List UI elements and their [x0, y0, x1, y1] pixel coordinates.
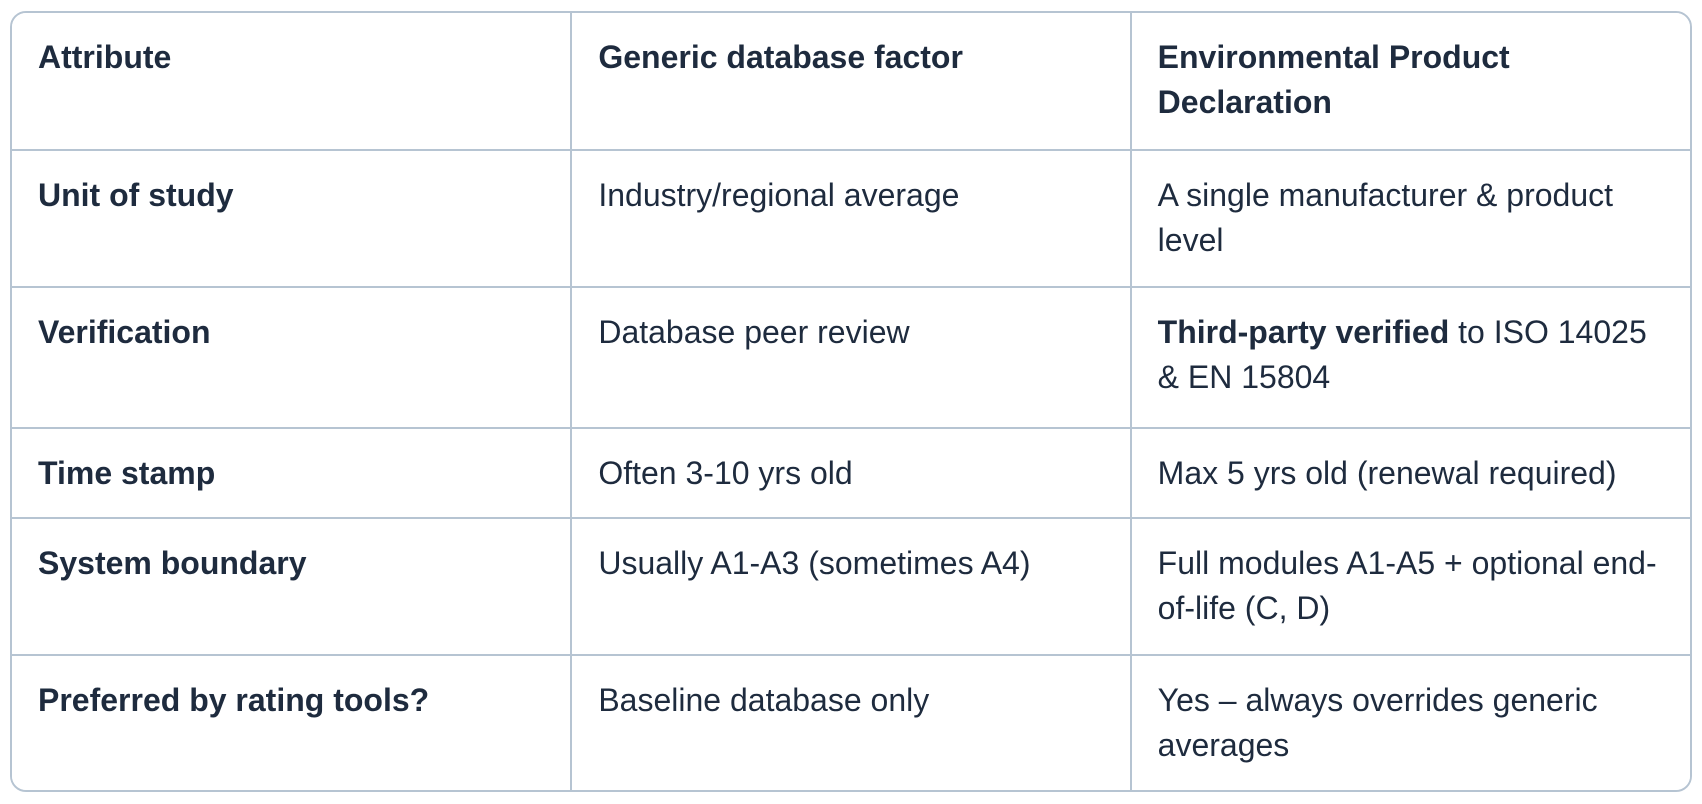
comparison-table: Attribute Generic database factor Enviro… [12, 13, 1690, 790]
column-header-generic-database-factor: Generic database factor [570, 13, 1132, 151]
cell-system-boundary-attribute: System boundary [12, 517, 573, 656]
cell-unit-of-study-generic: Industry/regional average [570, 149, 1132, 288]
cell-unit-of-study-attribute: Unit of study [12, 149, 573, 288]
cell-system-boundary-epd: Full modules A1-A5 + optional end-of-lif… [1129, 517, 1690, 656]
cell-preferred-attribute: Preferred by rating tools? [12, 654, 573, 790]
table-row-time-stamp: Time stamp Often 3-10 yrs old Max 5 yrs … [12, 427, 1690, 519]
table-row-unit-of-study: Unit of study Industry/regional average … [12, 149, 1690, 288]
cell-verification-generic: Database peer review [570, 286, 1132, 429]
cell-system-boundary-generic: Usually A1-A3 (sometimes A4) [570, 517, 1132, 656]
cell-unit-of-study-epd: A single manufacturer & product level [1129, 149, 1690, 288]
cell-preferred-epd: Yes – always overrides generic averages [1129, 654, 1690, 790]
column-header-attribute: Attribute [12, 13, 573, 151]
table-row-system-boundary: System boundary Usually A1-A3 (sometimes… [12, 517, 1690, 656]
cell-time-stamp-attribute: Time stamp [12, 427, 573, 519]
table-row-verification: Verification Database peer review Third-… [12, 286, 1690, 429]
cell-time-stamp-epd: Max 5 yrs old (renewal required) [1129, 427, 1690, 519]
cell-time-stamp-generic: Often 3-10 yrs old [570, 427, 1132, 519]
verification-epd-rest-text: to ISO 14025 & EN 15804 [1157, 314, 1647, 395]
comparison-table-card: Attribute Generic database factor Enviro… [10, 11, 1692, 792]
header-row: Attribute Generic database factor Enviro… [12, 13, 1690, 151]
cell-verification-epd: Third-party verified to ISO 14025 & EN 1… [1129, 286, 1690, 429]
column-header-environmental-product-declaration: Environmental Product Declaration [1129, 13, 1690, 151]
table-row-preferred-by-rating-tools: Preferred by rating tools? Baseline data… [12, 654, 1690, 790]
verification-epd-bold-text: Third-party verified [1157, 314, 1450, 350]
cell-preferred-generic: Baseline database only [570, 654, 1132, 790]
cell-verification-attribute: Verification [12, 286, 573, 429]
